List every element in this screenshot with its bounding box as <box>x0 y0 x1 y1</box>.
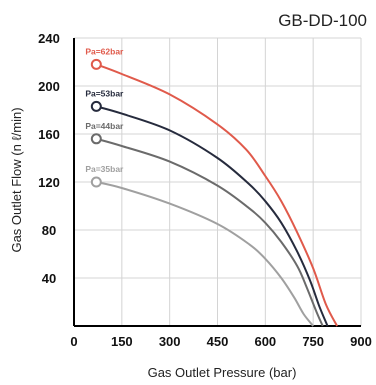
series-label: Pa=53bar <box>85 88 124 98</box>
y-tick-label: 240 <box>38 31 60 46</box>
grid <box>74 37 362 326</box>
y-tick-label: 120 <box>38 175 60 190</box>
x-tick-label: 0 <box>70 334 77 349</box>
series-label: Pa=62bar <box>85 46 124 56</box>
series-line <box>96 105 329 327</box>
series-group: Pa=62bar Pa=53bar Pa=44bar Pa=35bar <box>85 46 338 327</box>
series-label: Pa=35bar <box>85 164 124 174</box>
x-tick-label: 600 <box>254 334 276 349</box>
y-tick-label: 40 <box>42 271 56 286</box>
series-line <box>96 181 314 327</box>
x-tick-label: 150 <box>111 334 133 349</box>
series-start-marker <box>90 133 102 145</box>
x-tick-labels: 0 150 300 450 600 750 900 <box>70 334 371 349</box>
x-tick-label: 300 <box>159 334 181 349</box>
y-tick-label: 80 <box>42 223 56 238</box>
y-tick-label: 160 <box>38 127 60 142</box>
series-line <box>96 137 324 327</box>
x-tick-label: 750 <box>302 334 324 349</box>
series-label: Pa=44bar <box>85 121 124 131</box>
x-tick-label: 900 <box>350 334 372 349</box>
x-tick-label: 450 <box>207 334 229 349</box>
series-start-marker <box>90 58 102 70</box>
y-tick-labels: 40 80 120 160 200 240 <box>38 31 60 286</box>
y-axis-label: Gas Outlet Flow (n ℓ/min) <box>9 107 24 252</box>
series-line <box>95 63 338 327</box>
chart-title: GB-DD-100 <box>278 11 367 30</box>
y-tick-label: 200 <box>38 79 60 94</box>
series-start-marker <box>90 100 102 112</box>
series-start-marker <box>90 176 102 188</box>
x-axis-label: Gas Outlet Pressure (bar) <box>148 365 297 380</box>
